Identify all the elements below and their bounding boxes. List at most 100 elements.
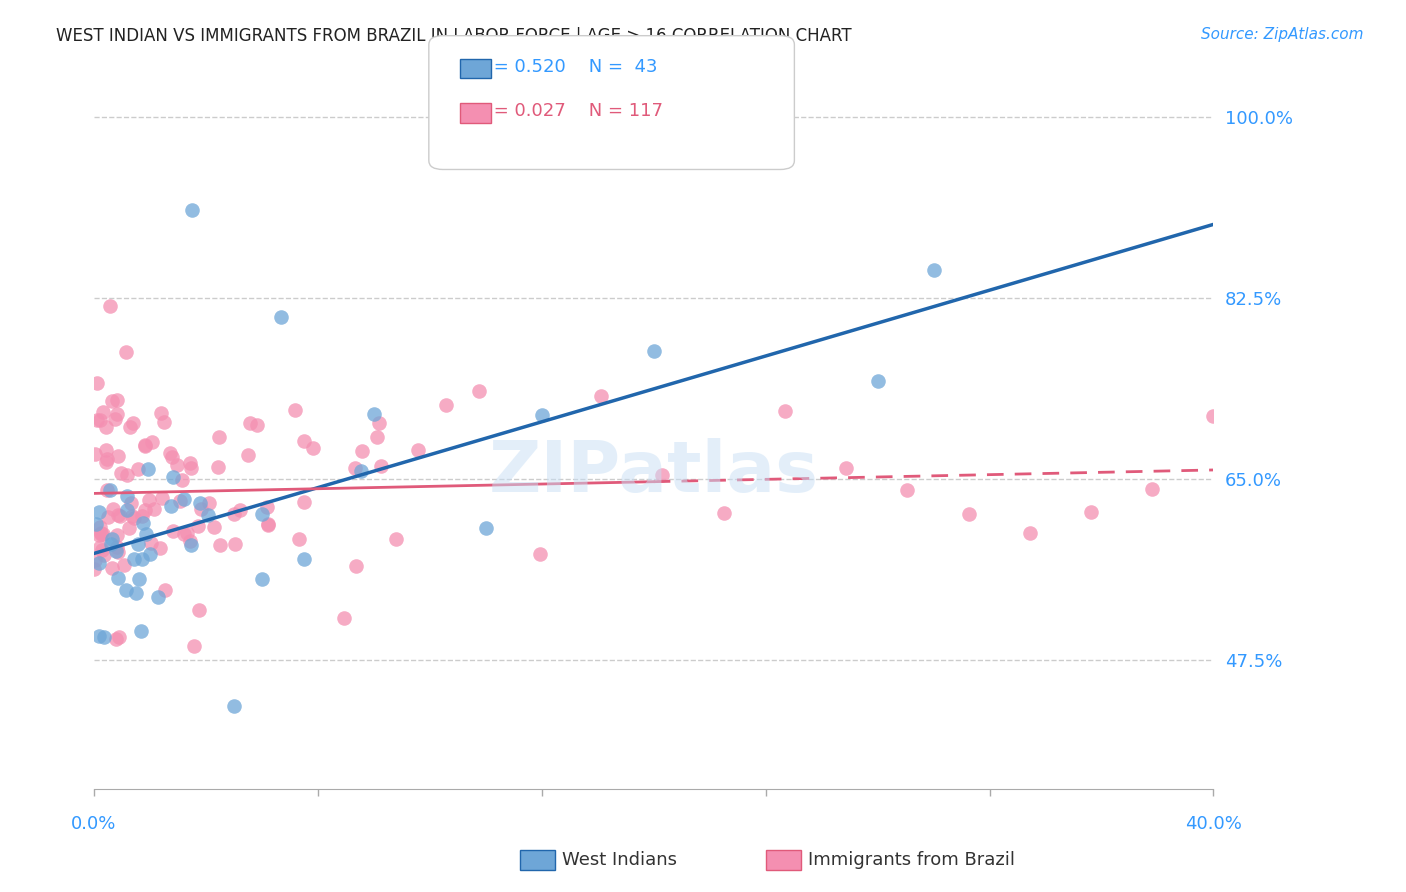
Point	[141, 435, 163, 450]
Point	[115, 345, 138, 359]
Point	[90, 526, 112, 541]
Point	[84, 516, 107, 531]
Point	[98, 483, 121, 497]
Point	[93, 549, 115, 563]
Point	[866, 374, 889, 388]
Point	[224, 537, 246, 551]
Point	[146, 591, 169, 605]
Point	[122, 417, 145, 431]
Point	[97, 510, 120, 524]
Point	[474, 521, 496, 535]
Point	[180, 461, 202, 475]
Point	[104, 632, 127, 646]
Point	[138, 547, 160, 561]
Point	[835, 461, 858, 475]
Point	[190, 502, 212, 516]
Point	[103, 412, 125, 426]
Point	[134, 439, 156, 453]
Point	[176, 526, 198, 541]
Point	[180, 538, 202, 552]
Point	[350, 464, 373, 478]
Point	[142, 501, 165, 516]
Point	[222, 507, 245, 521]
Point	[89, 540, 111, 554]
Point	[83, 447, 105, 461]
Point	[1018, 526, 1040, 541]
Text: R = 0.027    N = 117: R = 0.027 N = 117	[464, 103, 664, 120]
Point	[96, 451, 118, 466]
Point	[138, 492, 160, 507]
Point	[134, 503, 156, 517]
Text: ZIPatlas: ZIPatlas	[489, 438, 818, 508]
Point	[385, 532, 408, 546]
Point	[96, 420, 118, 434]
Point	[284, 402, 307, 417]
Point	[162, 524, 184, 538]
Point	[187, 603, 209, 617]
Point	[270, 310, 292, 324]
Point	[773, 404, 796, 418]
Point	[104, 544, 127, 558]
Point	[202, 520, 225, 534]
Point	[294, 495, 316, 509]
Point	[173, 491, 195, 506]
Point	[86, 376, 108, 390]
Point	[107, 545, 129, 559]
Point	[292, 434, 315, 449]
Point	[122, 511, 145, 525]
Point	[301, 441, 323, 455]
Point	[127, 462, 149, 476]
Point	[188, 496, 211, 510]
Point	[160, 500, 183, 514]
Point	[1142, 482, 1164, 496]
Point	[90, 526, 112, 541]
Point	[368, 416, 391, 430]
Point	[370, 458, 392, 473]
Point	[333, 611, 356, 625]
Point	[198, 496, 221, 510]
Point	[197, 508, 219, 522]
Point	[107, 571, 129, 585]
Text: Immigrants from Brazil: Immigrants from Brazil	[808, 851, 1015, 869]
Point	[434, 398, 457, 412]
Point	[94, 455, 117, 469]
Point	[172, 473, 194, 487]
Point	[162, 470, 184, 484]
Point	[107, 449, 129, 463]
Point	[922, 262, 945, 277]
Point	[118, 419, 141, 434]
Point	[100, 537, 122, 551]
Point	[643, 344, 665, 359]
Point	[125, 586, 148, 600]
Point	[153, 582, 176, 597]
Point	[101, 394, 124, 409]
Point	[239, 417, 262, 431]
Point	[87, 504, 110, 518]
Point	[406, 443, 429, 458]
Point	[250, 572, 273, 586]
Point	[120, 496, 142, 510]
Point	[366, 430, 388, 444]
Point	[124, 552, 146, 566]
Point	[957, 508, 980, 522]
Point	[112, 558, 135, 572]
Point	[529, 547, 551, 561]
Point	[87, 527, 110, 541]
Point	[896, 483, 918, 498]
Point	[344, 558, 367, 573]
Point	[93, 405, 115, 419]
Point	[131, 516, 153, 530]
Point	[86, 413, 108, 427]
Point	[288, 532, 311, 546]
Point	[134, 438, 156, 452]
Point	[149, 541, 172, 555]
Point	[100, 561, 122, 575]
Text: 40.0%: 40.0%	[1185, 815, 1241, 833]
Point	[169, 494, 191, 508]
Point	[93, 630, 115, 644]
Point	[183, 639, 205, 653]
Point	[105, 541, 128, 555]
Point	[591, 389, 613, 403]
Point	[131, 508, 153, 523]
Point	[246, 418, 269, 433]
